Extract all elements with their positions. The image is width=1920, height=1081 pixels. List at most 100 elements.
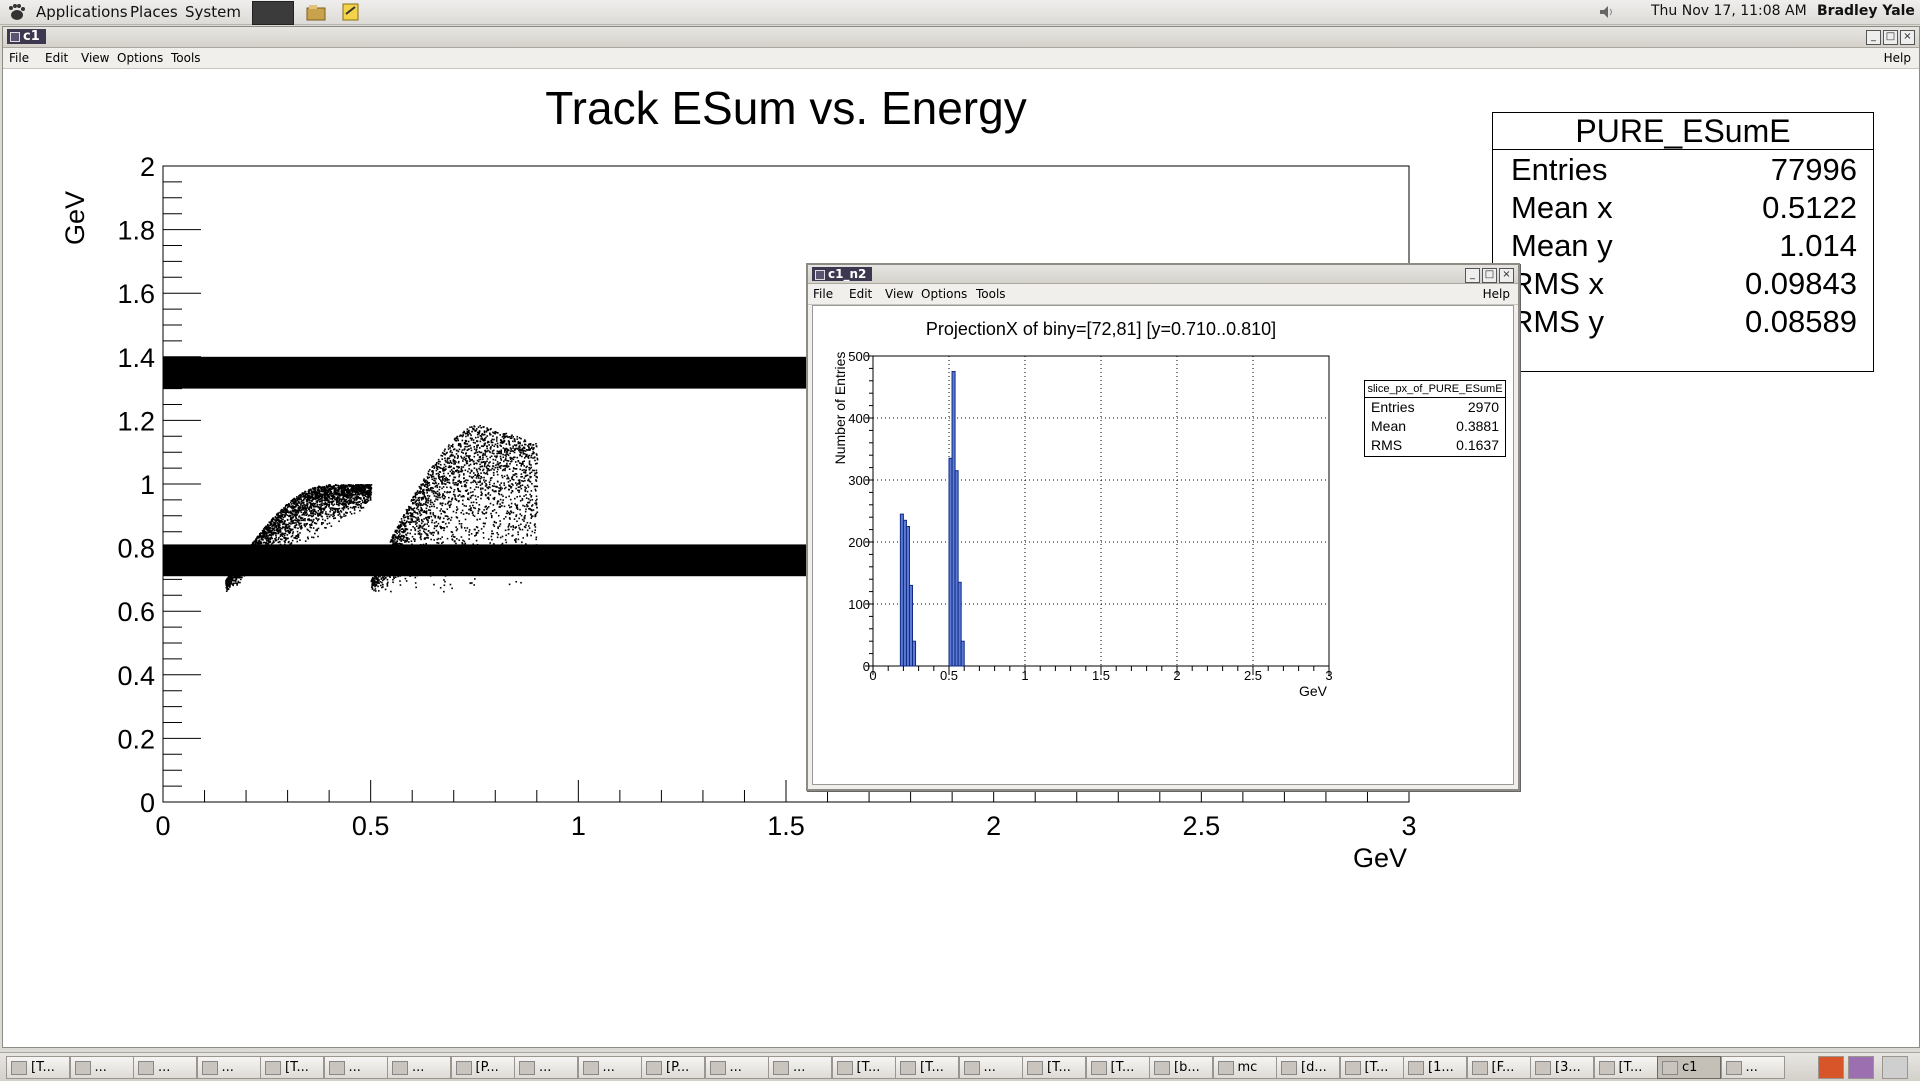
scatter-point — [342, 503, 345, 506]
scatter-point — [526, 521, 529, 524]
scatter-point — [502, 453, 504, 456]
volume-icon[interactable] — [1596, 2, 1618, 22]
scatter-point — [351, 494, 354, 496]
scatter-point — [308, 498, 311, 500]
menu-help[interactable]: Help — [1883, 51, 1911, 65]
scatter-point — [471, 469, 473, 472]
scatter-point — [440, 573, 443, 575]
gnome-foot-icon[interactable] — [6, 2, 26, 22]
places-menu[interactable]: Places — [130, 3, 178, 21]
scatter-point — [458, 479, 461, 482]
scatter-point — [483, 476, 485, 479]
system-menu[interactable]: System — [185, 3, 241, 21]
scatter-point — [490, 535, 493, 538]
scatter-point — [462, 458, 465, 460]
menu-options[interactable]: Options — [117, 51, 164, 65]
scatter-point — [321, 518, 324, 521]
scatter-point — [531, 570, 533, 572]
terminal-launcher-icon[interactable] — [252, 1, 294, 25]
scatter-point — [230, 582, 232, 584]
menu-view[interactable]: View — [81, 51, 110, 65]
scatter-point — [331, 488, 333, 490]
scatter-point — [304, 496, 306, 499]
scatter-point — [349, 506, 352, 509]
scatter-point — [395, 563, 398, 566]
scatter-point — [367, 495, 369, 498]
menu-file[interactable]: File — [9, 51, 30, 65]
scatter-point — [245, 563, 248, 566]
scatter-point — [327, 489, 330, 491]
scatter-point — [463, 442, 466, 445]
scatter-point — [320, 500, 322, 503]
scatter-point — [286, 546, 289, 548]
scatter-point — [402, 534, 405, 537]
scatter-point — [529, 522, 532, 524]
maximize-button[interactable]: □ — [1883, 30, 1898, 45]
scatter-point — [443, 529, 445, 532]
scatter-point — [258, 543, 261, 545]
menu-edit[interactable]: Edit — [45, 51, 69, 65]
scatter-point — [263, 545, 266, 548]
scatter-point — [511, 434, 513, 437]
minimize-button[interactable]: _ — [1866, 30, 1881, 45]
scatter-point — [291, 509, 294, 511]
scatter-point — [338, 497, 341, 499]
scatter-point — [450, 469, 453, 471]
scatter-point — [412, 567, 415, 570]
scatter-point — [480, 476, 483, 479]
applications-menu[interactable]: Applications — [36, 3, 128, 21]
scatter-point — [505, 443, 508, 445]
main-window-titlebar[interactable]: c1 _ □ × — [3, 27, 1919, 48]
scatter-point — [370, 580, 373, 582]
scatter-point — [479, 440, 482, 443]
scatter-point — [265, 537, 268, 540]
scatter-point — [299, 539, 301, 541]
clock[interactable]: Thu Nov 17, 11:08 AM — [1651, 3, 1807, 19]
scatter-point — [501, 505, 503, 507]
user-name[interactable]: Bradley Yale — [1817, 3, 1915, 19]
file-manager-launcher-icon[interactable] — [305, 2, 327, 22]
scatter-point — [489, 502, 492, 505]
scatter-point — [318, 508, 321, 510]
scatter-point — [426, 476, 429, 478]
scatter-point — [460, 455, 462, 458]
scatter-point — [407, 549, 410, 552]
scatter-point — [512, 534, 514, 537]
scatter-point — [363, 498, 366, 500]
close-button[interactable]: × — [1900, 30, 1915, 45]
scatter-point — [229, 580, 231, 583]
scatter-point — [286, 534, 289, 536]
scatter-point — [524, 439, 526, 441]
scatter-point — [473, 455, 476, 458]
scatter-point — [277, 519, 279, 521]
scatter-point — [261, 546, 264, 549]
scatter-point — [350, 489, 352, 492]
scatter-point — [328, 485, 330, 488]
scatter-point — [513, 539, 516, 541]
scatter-point — [416, 512, 418, 514]
scatter-point — [484, 451, 487, 453]
scatter-point — [257, 544, 260, 547]
scatter-point — [465, 484, 467, 487]
scatter-point — [507, 449, 510, 452]
scatter-point — [430, 476, 433, 478]
scatter-point — [502, 441, 505, 443]
scatter-point — [329, 492, 331, 494]
scatter-point — [450, 465, 452, 468]
scatter-point — [241, 563, 244, 565]
text-editor-launcher-icon[interactable] — [340, 2, 362, 22]
scatter-point — [400, 552, 402, 554]
scatter-point — [497, 533, 500, 536]
scatter-point — [323, 488, 326, 491]
scatter-point — [258, 535, 261, 537]
scatter-point — [462, 565, 464, 568]
scatter-point — [427, 498, 429, 500]
menu-tools[interactable]: Tools — [171, 51, 201, 65]
scatter-point — [521, 455, 523, 458]
scatter-point — [448, 465, 451, 467]
scatter-point — [290, 512, 292, 515]
scatter-point — [262, 553, 265, 555]
scatter-point — [435, 495, 437, 498]
scatter-point — [276, 513, 279, 516]
scatter-point — [343, 495, 345, 498]
